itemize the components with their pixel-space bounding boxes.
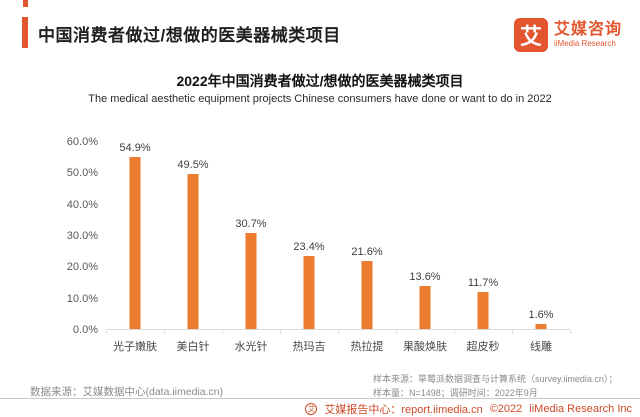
category-label: 光子嫩肤	[113, 341, 157, 353]
bar-value-label: 23.4%	[293, 240, 325, 253]
copyright-text: ©2022	[489, 403, 523, 415]
category-label: 超皮秒	[466, 341, 500, 353]
bar	[129, 156, 141, 329]
bar-slot: 11.7%	[454, 141, 512, 329]
iimedia-globe-icon: 艾	[305, 403, 318, 415]
y-axis: 60.0% 50.0% 40.0% 30.0% 20.0% 10.0% 0.0%	[0, 0, 98, 416]
bar-value-label: 11.7%	[467, 277, 499, 290]
y-tick-label: 40.0%	[66, 198, 98, 211]
bar	[535, 324, 547, 329]
bar-slot: 54.9%	[106, 141, 164, 329]
category-label: 线雕	[530, 341, 552, 353]
y-tick-label: 10.0%	[66, 292, 98, 305]
header-accent-bar	[22, 17, 28, 48]
x-axis-labels: 光子嫩肤 美白针 水光针 热玛吉 热拉提 果酸焕肤 超皮秒 线雕	[106, 338, 570, 354]
y-tick-label: 60.0%	[66, 136, 98, 148]
bar	[303, 255, 315, 329]
axis-tick	[164, 331, 165, 334]
bar-slot: 30.7%	[222, 141, 280, 329]
chart-subtitle: The medical aesthetic equipment projects…	[88, 93, 552, 105]
bar-value-label: 21.6%	[351, 246, 383, 259]
footer-line: 艾 艾媒报告中心：report.iimedia.cn ©2022 iiMedia…	[305, 401, 632, 417]
bar-slot: 21.6%	[338, 141, 396, 329]
axis-tick	[454, 331, 455, 334]
category-label: 热玛吉	[292, 341, 326, 353]
report-center-text: 艾媒报告中心：report.iimedia.cn	[324, 404, 483, 416]
plot-area: 54.9% 49.5% 30.7% 23.4% 21.6% 13.6% 11.7% 1.6%	[106, 142, 570, 330]
brand-name-cn: 艾媒咨询	[553, 21, 622, 38]
axis-tick	[396, 331, 397, 334]
bar	[245, 232, 257, 329]
axis-tick	[570, 331, 571, 334]
bar-value-label: 54.9%	[119, 141, 151, 154]
iimedia-logo-icon: 艾	[513, 18, 548, 52]
category-label: 水光针	[234, 341, 268, 353]
category-label: 热拉提	[350, 341, 384, 353]
sample-size-note: 样本量：N=1498；调研时间：2022年9月	[373, 388, 538, 398]
axis-tick	[106, 331, 107, 334]
axis-tick	[512, 331, 513, 334]
bar-value-label: 30.7%	[235, 217, 267, 230]
brand-logo: 艾 艾媒咨询 iiMedia Research	[513, 18, 622, 52]
chart-title: 2022年中国消费者做过/想做的医美器械类项目	[176, 73, 464, 89]
bar-slot: 13.6%	[396, 141, 454, 329]
category-label: 美白针	[176, 341, 210, 353]
bar	[477, 292, 489, 329]
y-tick-label: 50.0%	[66, 167, 98, 180]
y-tick-label: 20.0%	[66, 261, 98, 274]
category-label: 果酸焕肤	[403, 341, 447, 353]
bar	[361, 261, 373, 329]
axis-tick	[280, 331, 281, 334]
brand-name-en: iiMedia Research	[553, 39, 616, 48]
bar-slot: 1.6%	[512, 141, 570, 329]
axis-tick	[222, 331, 223, 334]
bar	[419, 286, 431, 329]
bar-slot: 23.4%	[280, 141, 338, 329]
data-source-note: 数据来源：艾媒数据中心(data.iimedia.cn)	[30, 386, 224, 398]
bar-slot: 49.5%	[164, 141, 222, 329]
footer-divider	[0, 398, 640, 399]
bar-value-label: 49.5%	[177, 158, 209, 171]
company-text: iiMedia Research Inc	[529, 403, 632, 415]
bar-value-label: 13.6%	[409, 271, 441, 284]
bar	[187, 173, 199, 329]
y-tick-label: 0.0%	[72, 324, 98, 336]
sample-source-note: 样本来源：草莓派数据调查与计算系统（survey.iimedia.cn）；	[373, 374, 618, 384]
brand-text: 艾媒咨询 iiMedia Research	[554, 18, 622, 49]
bar-value-label: 1.6%	[528, 309, 554, 321]
page-title: 中国消费者做过/想做的医美器械类项目	[38, 26, 341, 45]
y-tick-label: 30.0%	[66, 230, 98, 242]
header-accent-top	[23, 0, 28, 7]
axis-tick	[338, 331, 339, 334]
